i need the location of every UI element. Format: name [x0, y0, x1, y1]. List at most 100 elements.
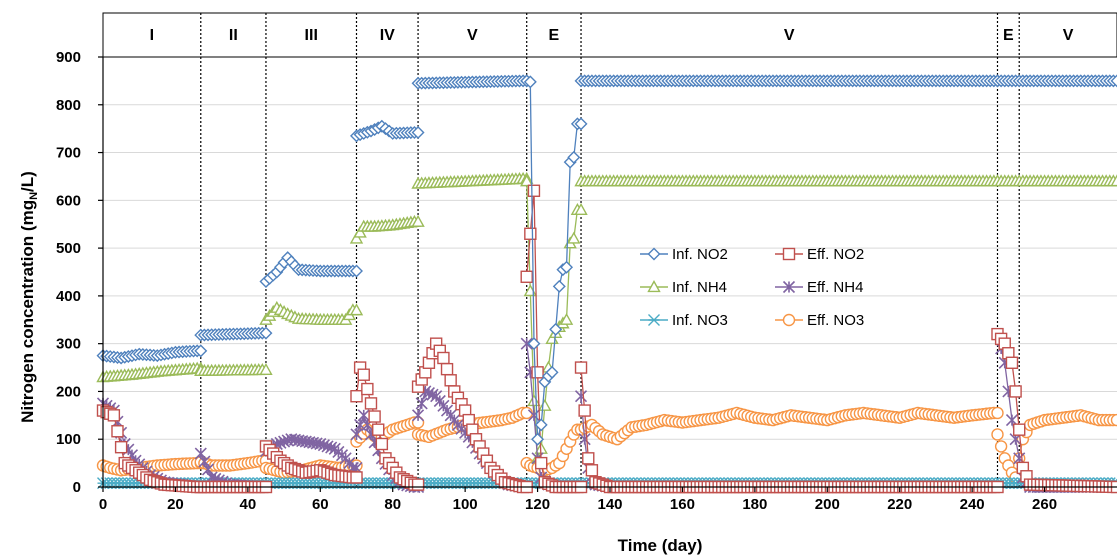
data-point — [534, 456, 548, 470]
y-axis-title: Nitrogen concentration (mgN/L) — [18, 171, 40, 423]
phase-band: I II III IV V E V E V — [102, 12, 1117, 487]
y-axis-title-main: Nitrogen concentration (mg — [18, 200, 37, 423]
data-point — [520, 337, 533, 350]
data-point — [567, 231, 581, 244]
legend-entry-inf-no3: Inf. NO3 — [640, 312, 728, 329]
data-point — [574, 361, 588, 374]
data-point — [527, 184, 541, 197]
legend-entry-inf-no2: Inf. NO2 — [640, 246, 728, 263]
data-point — [444, 374, 457, 387]
data-point — [1005, 356, 1019, 369]
legend-label: Eff. NH4 — [807, 279, 863, 296]
data-point — [411, 125, 425, 139]
legend-entry-eff-nh4: Eff. NH4 — [775, 279, 863, 296]
y-tick-label: 400 — [56, 288, 81, 305]
data-point — [578, 404, 591, 417]
legend-swatch-marker — [782, 247, 796, 261]
phase-label: V — [784, 27, 795, 44]
x-tick-label: 60 — [312, 496, 329, 513]
data-point — [357, 409, 370, 422]
data-point — [111, 425, 124, 438]
data-point — [527, 409, 541, 422]
data-point — [520, 270, 533, 283]
x-tick-label: 260 — [1032, 496, 1057, 513]
y-tick-label: 700 — [56, 145, 81, 162]
data-point — [991, 428, 1004, 441]
data-point — [411, 409, 425, 422]
phase-label: E — [1003, 27, 1014, 44]
data-point — [991, 406, 1004, 420]
data-point — [350, 390, 363, 403]
legend-label: Eff. NO3 — [807, 312, 864, 329]
legend-entry-eff-no2: Eff. NO2 — [775, 246, 864, 263]
x-axis-title: Time (day) — [618, 536, 703, 555]
phase-label: V — [1063, 27, 1074, 44]
data-point — [349, 231, 364, 244]
legend-swatch-marker — [648, 314, 660, 326]
data-point — [520, 174, 534, 187]
x-tick-label: 220 — [887, 496, 912, 513]
legend-swatch-marker — [782, 313, 796, 327]
phase-band-frame — [102, 12, 1117, 58]
legend-label: Inf. NH4 — [672, 279, 727, 296]
data-point — [1110, 74, 1117, 88]
data-point — [534, 418, 548, 432]
x-tick-label: 40 — [240, 496, 257, 513]
data-point — [994, 440, 1008, 453]
data-point — [523, 75, 537, 89]
data-point — [527, 394, 541, 407]
data-point — [350, 264, 363, 278]
legend-label: Inf. NO3 — [672, 312, 728, 329]
data-point — [411, 214, 425, 227]
phase-label: V — [467, 27, 478, 44]
x-tick-label: 80 — [384, 496, 401, 513]
data-point — [1013, 423, 1026, 436]
legend-label: Eff. NO2 — [807, 246, 864, 263]
gridlines — [103, 56, 1117, 440]
x-tick-label: 240 — [960, 496, 985, 513]
y-tick-label: 300 — [56, 336, 81, 353]
y-tick-label: 900 — [56, 49, 81, 66]
legend-swatch-marker — [647, 280, 661, 293]
data-point — [349, 303, 364, 316]
x-tick-label: 0 — [99, 496, 107, 513]
data-point — [1009, 385, 1022, 398]
data-point — [574, 117, 588, 131]
series-inf-no2 — [96, 74, 1117, 446]
data-point — [552, 279, 566, 293]
x-tick-label: 20 — [167, 496, 184, 513]
axes: 0 100 200 300 400 500 600 700 800 900 0 20 40 60 80 100… — [18, 49, 1117, 555]
data-point — [531, 432, 545, 446]
data-point — [364, 397, 378, 410]
x-tick-label: 100 — [453, 496, 478, 513]
series-inf-nh4 — [96, 171, 1117, 464]
y-axis-title-suffix: /L) — [18, 171, 37, 192]
legend: Inf. NO2 Eff. NO2 Inf. NH4 Eff. NH4 Inf. NO3… — [640, 246, 864, 329]
y-tick-label: 0 — [73, 479, 81, 496]
data-point — [107, 409, 121, 422]
data-point — [440, 362, 454, 376]
data-point — [415, 397, 428, 410]
x-tick-label: 120 — [525, 496, 550, 513]
phase-label: III — [305, 27, 318, 44]
y-tick-label: 600 — [56, 192, 81, 209]
data-point — [582, 452, 595, 465]
y-tick-label: 200 — [56, 383, 81, 400]
x-tick-label: 200 — [815, 496, 840, 513]
data-point — [259, 363, 273, 376]
legend-entry-inf-nh4: Inf. NH4 — [640, 279, 727, 296]
legend-label: Inf. NO2 — [672, 246, 728, 263]
data-point — [437, 351, 450, 365]
y-tick-label: 100 — [56, 431, 81, 448]
data-point — [1110, 174, 1117, 187]
data-point — [578, 433, 591, 446]
data-point — [524, 227, 537, 240]
phase-label: E — [549, 27, 560, 44]
data-point — [549, 322, 563, 336]
data-point — [361, 382, 374, 396]
data-point — [353, 225, 367, 238]
data-point — [411, 478, 425, 491]
data-point — [194, 344, 208, 358]
y-tick-label: 500 — [56, 240, 81, 257]
